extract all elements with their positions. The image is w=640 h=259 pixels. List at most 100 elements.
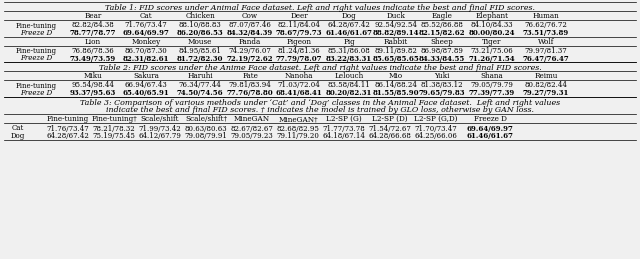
Text: Panda: Panda bbox=[239, 38, 261, 46]
Text: MineGAN: MineGAN bbox=[234, 115, 270, 123]
Text: Scale/shift†: Scale/shift† bbox=[185, 115, 227, 123]
Text: Tiger: Tiger bbox=[483, 38, 502, 46]
Text: Table 1: FID scores under Animal Face dataset. Left and right values indicate th: Table 1: FID scores under Animal Face da… bbox=[105, 4, 535, 12]
Text: 71.03/72.04: 71.03/72.04 bbox=[278, 82, 321, 90]
Text: 82.82/84.38: 82.82/84.38 bbox=[72, 21, 115, 30]
Text: 92.54/92.54: 92.54/92.54 bbox=[374, 21, 417, 30]
Text: 71.76/73.47: 71.76/73.47 bbox=[125, 21, 168, 30]
Text: 79.97/81.37: 79.97/81.37 bbox=[525, 47, 568, 55]
Text: 69.64/69.97: 69.64/69.97 bbox=[467, 125, 513, 133]
Text: 64.28/66.68: 64.28/66.68 bbox=[369, 132, 412, 140]
Text: 65.40/65.91: 65.40/65.91 bbox=[123, 89, 170, 97]
Text: 82.15/82.62: 82.15/82.62 bbox=[419, 29, 465, 37]
Text: 77.39/77.39: 77.39/77.39 bbox=[469, 89, 515, 97]
Text: 81.72/82.30: 81.72/82.30 bbox=[177, 54, 223, 62]
Text: 64.28/67.42: 64.28/67.42 bbox=[328, 21, 371, 30]
Text: Freeze D: Freeze D bbox=[20, 54, 52, 62]
Text: 86.98/87.89: 86.98/87.89 bbox=[420, 47, 463, 55]
Text: 79.65/79.83: 79.65/79.83 bbox=[419, 89, 465, 97]
Text: Human: Human bbox=[532, 12, 559, 20]
Text: 86.14/88.24: 86.14/88.24 bbox=[374, 82, 417, 90]
Text: MineGAN†: MineGAN† bbox=[278, 115, 318, 123]
Text: Cat: Cat bbox=[12, 125, 24, 133]
Text: Haruhi: Haruhi bbox=[187, 73, 213, 81]
Text: 81.55/85.90: 81.55/85.90 bbox=[372, 89, 419, 97]
Text: 80.63/80.63: 80.63/80.63 bbox=[185, 125, 227, 133]
Text: 83.22/83.31: 83.22/83.31 bbox=[326, 54, 372, 62]
Text: 73.49/73.59: 73.49/73.59 bbox=[70, 54, 116, 62]
Text: 77.76/78.80: 77.76/78.80 bbox=[227, 89, 273, 97]
Text: 76.34/77.44: 76.34/77.44 bbox=[179, 82, 221, 90]
Text: Fine-tuning†: Fine-tuning† bbox=[91, 115, 137, 123]
Text: 89.11/89.82: 89.11/89.82 bbox=[374, 47, 417, 55]
Text: 79.05/79.23: 79.05/79.23 bbox=[230, 132, 273, 140]
Text: 77.79/78.07: 77.79/78.07 bbox=[276, 54, 323, 62]
Text: 71.54/72.67: 71.54/72.67 bbox=[369, 125, 412, 133]
Text: Mouse: Mouse bbox=[188, 38, 212, 46]
Text: Rabbit: Rabbit bbox=[384, 38, 408, 46]
Text: 78.77/78.77: 78.77/78.77 bbox=[70, 29, 116, 37]
Text: 66.94/67.43: 66.94/67.43 bbox=[125, 82, 168, 90]
Text: Chicken: Chicken bbox=[185, 12, 215, 20]
Text: Freeze D: Freeze D bbox=[20, 29, 52, 37]
Text: 73.51/73.89: 73.51/73.89 bbox=[523, 29, 569, 37]
Text: Dog: Dog bbox=[342, 12, 356, 20]
Text: Fine-tuning: Fine-tuning bbox=[47, 115, 89, 123]
Text: 79.81/83.94: 79.81/83.94 bbox=[228, 82, 271, 90]
Text: indicate the best and final FID scores. † indicates the model is trained by GLO : indicate the best and final FID scores. … bbox=[106, 106, 534, 114]
Text: Pig: Pig bbox=[343, 38, 355, 46]
Text: 93.37/95.63: 93.37/95.63 bbox=[70, 89, 116, 97]
Text: 74.29/76.07: 74.29/76.07 bbox=[228, 47, 271, 55]
Text: 80.20/82.31: 80.20/82.31 bbox=[326, 89, 372, 97]
Text: 71.99/73.42: 71.99/73.42 bbox=[139, 125, 181, 133]
Text: 78.67/79.73: 78.67/79.73 bbox=[276, 29, 323, 37]
Text: 82.11/84.04: 82.11/84.04 bbox=[278, 21, 321, 30]
Text: 71.76/73.47: 71.76/73.47 bbox=[47, 125, 90, 133]
Text: Shana: Shana bbox=[481, 73, 504, 81]
Text: 81.38/83.12: 81.38/83.12 bbox=[420, 82, 463, 90]
Text: Nanoha: Nanoha bbox=[285, 73, 313, 81]
Text: Wolf: Wolf bbox=[538, 38, 554, 46]
Text: 72.19/72.62: 72.19/72.62 bbox=[227, 54, 273, 62]
Text: 84.33/84.55: 84.33/84.55 bbox=[419, 54, 465, 62]
Text: 71.77/73.78: 71.77/73.78 bbox=[323, 125, 365, 133]
Text: 83.58/84.11: 83.58/84.11 bbox=[328, 82, 371, 90]
Text: 79.27/79.31: 79.27/79.31 bbox=[523, 89, 569, 97]
Text: Pigeon: Pigeon bbox=[287, 38, 312, 46]
Text: Deer: Deer bbox=[290, 12, 308, 20]
Text: Fate: Fate bbox=[242, 73, 258, 81]
Text: 69.64/69.97: 69.64/69.97 bbox=[123, 29, 170, 37]
Text: Mio: Mio bbox=[389, 73, 403, 81]
Text: Elephant: Elephant bbox=[476, 12, 509, 20]
Text: 73.21/75.06: 73.21/75.06 bbox=[470, 47, 513, 55]
Text: 84.32/84.39: 84.32/84.39 bbox=[227, 29, 273, 37]
Text: 76.62/76.72: 76.62/76.72 bbox=[525, 21, 568, 30]
Text: 88.82/89.14: 88.82/89.14 bbox=[372, 29, 419, 37]
Text: 80.82/82.44: 80.82/82.44 bbox=[525, 82, 568, 90]
Text: 82.67/82.67: 82.67/82.67 bbox=[230, 125, 273, 133]
Text: 79.11/79.20: 79.11/79.20 bbox=[276, 132, 319, 140]
Text: L2-SP (D): L2-SP (D) bbox=[372, 115, 408, 123]
Text: Eagle: Eagle bbox=[431, 12, 452, 20]
Text: Bear: Bear bbox=[84, 12, 102, 20]
Text: 79.05/79.79: 79.05/79.79 bbox=[470, 82, 513, 90]
Text: 76.47/76.47: 76.47/76.47 bbox=[523, 54, 570, 62]
Text: Sakura: Sakura bbox=[133, 73, 159, 81]
Text: 82.68/82.95: 82.68/82.95 bbox=[276, 125, 319, 133]
Text: Table 3: Comparison of various methods under ‘Cat’ and ‘Dog’ classes in the Anim: Table 3: Comparison of various methods u… bbox=[80, 99, 560, 107]
Text: 75.19/75.45: 75.19/75.45 bbox=[93, 132, 136, 140]
Text: L2-SP (G,D): L2-SP (G,D) bbox=[414, 115, 458, 123]
Text: Scale/shift: Scale/shift bbox=[141, 115, 179, 123]
Text: 86.70/87.30: 86.70/87.30 bbox=[125, 47, 168, 55]
Text: Dog: Dog bbox=[11, 132, 25, 140]
Text: 85.52/86.88: 85.52/86.88 bbox=[420, 21, 463, 30]
Text: 78.21/78.32: 78.21/78.32 bbox=[93, 125, 136, 133]
Text: Cow: Cow bbox=[242, 12, 258, 20]
Text: 95.54/98.44: 95.54/98.44 bbox=[72, 82, 115, 90]
Text: Yuki: Yuki bbox=[435, 73, 450, 81]
Text: Duck: Duck bbox=[387, 12, 405, 20]
Text: L2-SP (G): L2-SP (G) bbox=[326, 115, 362, 123]
Text: 64.25/66.06: 64.25/66.06 bbox=[415, 132, 458, 140]
Text: Table 2: FID scores under the Anime Face dataset. Left and right values indicate: Table 2: FID scores under the Anime Face… bbox=[99, 64, 541, 72]
Text: Freeze D: Freeze D bbox=[474, 115, 506, 123]
